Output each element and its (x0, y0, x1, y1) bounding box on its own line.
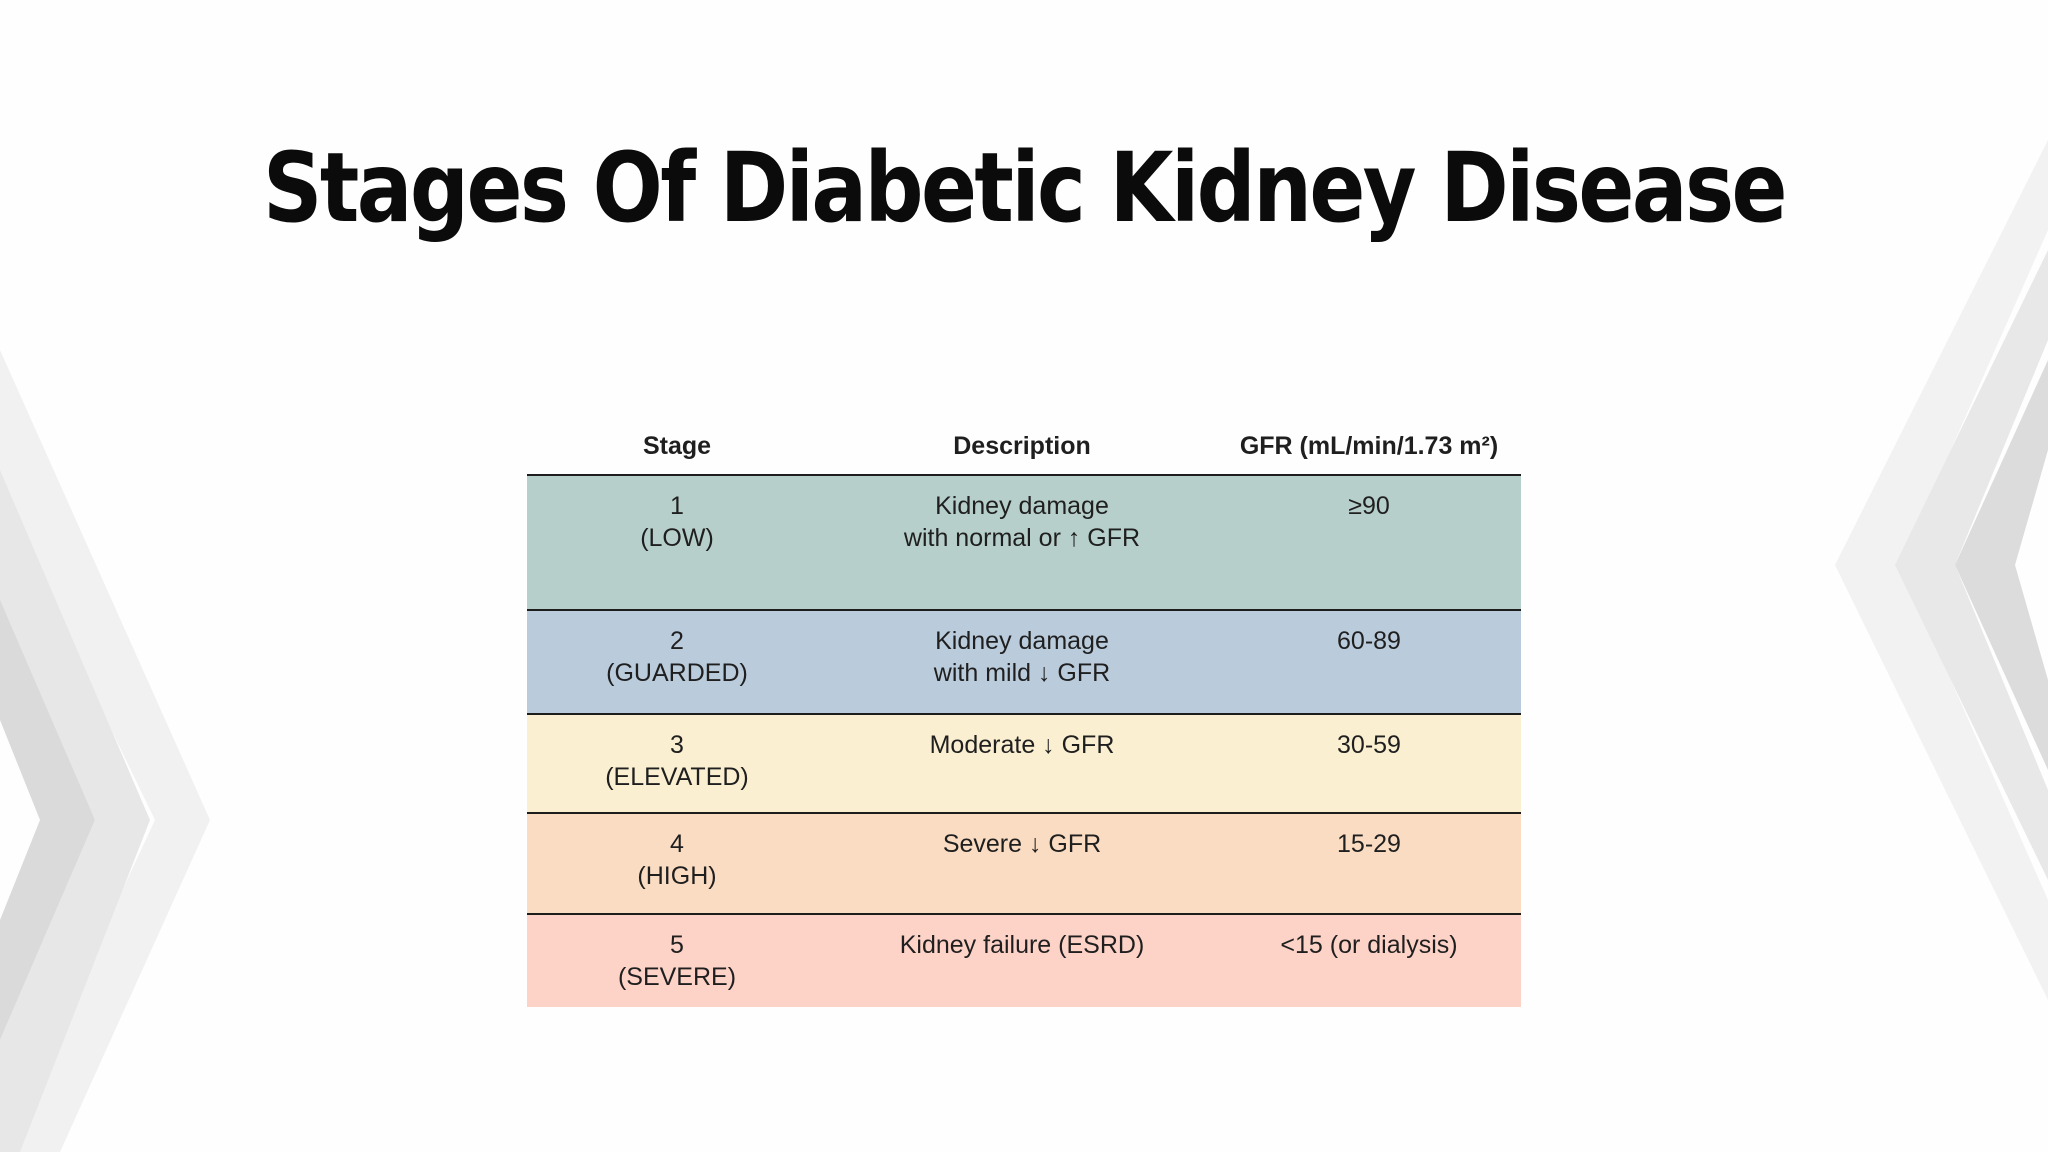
description-line: Moderate ↓ GFR (929, 731, 1115, 759)
description-cell: Kidney damage with normal or ↑ GFR (827, 490, 1217, 609)
stage-cell: 3 (ELEVATED) (527, 729, 827, 812)
right-chevron-inner (1955, 360, 2048, 770)
stage-cell: 4 (HIGH) (527, 828, 827, 913)
right-chevron-outer (1835, 140, 2048, 1000)
gfr-value: <15 (or dialysis) (1280, 931, 1458, 959)
stage-number: 1 (670, 492, 684, 520)
table-row-stage-1: 1 (LOW) Kidney damage with normal or ↑ G… (527, 476, 1521, 611)
gfr-value: 30-59 (1337, 731, 1401, 759)
gfr-cell: 30-59 (1217, 729, 1521, 812)
stage-label: (GUARDED) (606, 659, 748, 687)
gfr-value: 15-29 (1337, 830, 1401, 858)
description-line: with normal or ↑ GFR (903, 524, 1141, 552)
description-line: Kidney damage (935, 627, 1109, 655)
table-row-stage-5: 5 (SEVERE) Kidney failure (ESRD) <15 (or… (527, 915, 1521, 1007)
stage-label: (LOW) (640, 524, 714, 552)
header-description: Description (953, 431, 1091, 460)
stage-number: 5 (670, 931, 684, 959)
stage-cell: 5 (SEVERE) (527, 929, 827, 1007)
description-cell: Kidney failure (ESRD) (827, 929, 1217, 1007)
slide-title: Stages Of Diabetic Kidney Disease (263, 132, 1787, 244)
description-cell: Kidney damage with mild ↓ GFR (827, 625, 1217, 713)
gfr-cell: <15 (or dialysis) (1217, 929, 1521, 1007)
description-line: with mild ↓ GFR (933, 659, 1111, 687)
description-cell: Severe ↓ GFR (827, 828, 1217, 913)
table-row-stage-3: 3 (ELEVATED) Moderate ↓ GFR 30-59 (527, 715, 1521, 814)
table-header-row: Stage Description GFR (mL/min/1.73 m²) (527, 418, 1521, 476)
gfr-value: 60-89 (1337, 627, 1401, 655)
stage-cell: 2 (GUARDED) (527, 625, 827, 713)
description-line: Kidney damage (935, 492, 1109, 520)
stage-number: 2 (670, 627, 684, 655)
left-chevron-outer (0, 350, 210, 1152)
header-stage: Stage (642, 431, 712, 460)
stage-label: (SEVERE) (617, 963, 737, 991)
description-line: Kidney failure (ESRD) (899, 931, 1145, 959)
gfr-value: ≥90 (1348, 492, 1390, 520)
stage-number: 4 (670, 830, 684, 858)
stage-cell: 1 (LOW) (527, 490, 827, 609)
table-row-stage-4: 4 (HIGH) Severe ↓ GFR 15-29 (527, 814, 1521, 915)
stage-number: 3 (670, 731, 684, 759)
left-chevron-middle (0, 470, 150, 1152)
table-row-stage-2: 2 (GUARDED) Kidney damage with mild ↓ GF… (527, 611, 1521, 715)
gfr-cell: 15-29 (1217, 828, 1521, 913)
left-chevron-inner (0, 600, 95, 1040)
stage-label: (HIGH) (637, 862, 717, 890)
stage-label: (ELEVATED) (605, 763, 749, 791)
header-gfr: GFR (mL/min/1.73 m²) (1239, 431, 1499, 460)
description-cell: Moderate ↓ GFR (827, 729, 1217, 812)
stages-table: Stage Description GFR (mL/min/1.73 m²) 1… (527, 418, 1521, 1007)
gfr-cell: 60-89 (1217, 625, 1521, 713)
right-chevron-middle (1895, 250, 2048, 880)
description-line: Severe ↓ GFR (942, 830, 1102, 858)
gfr-cell: ≥90 (1217, 490, 1521, 609)
